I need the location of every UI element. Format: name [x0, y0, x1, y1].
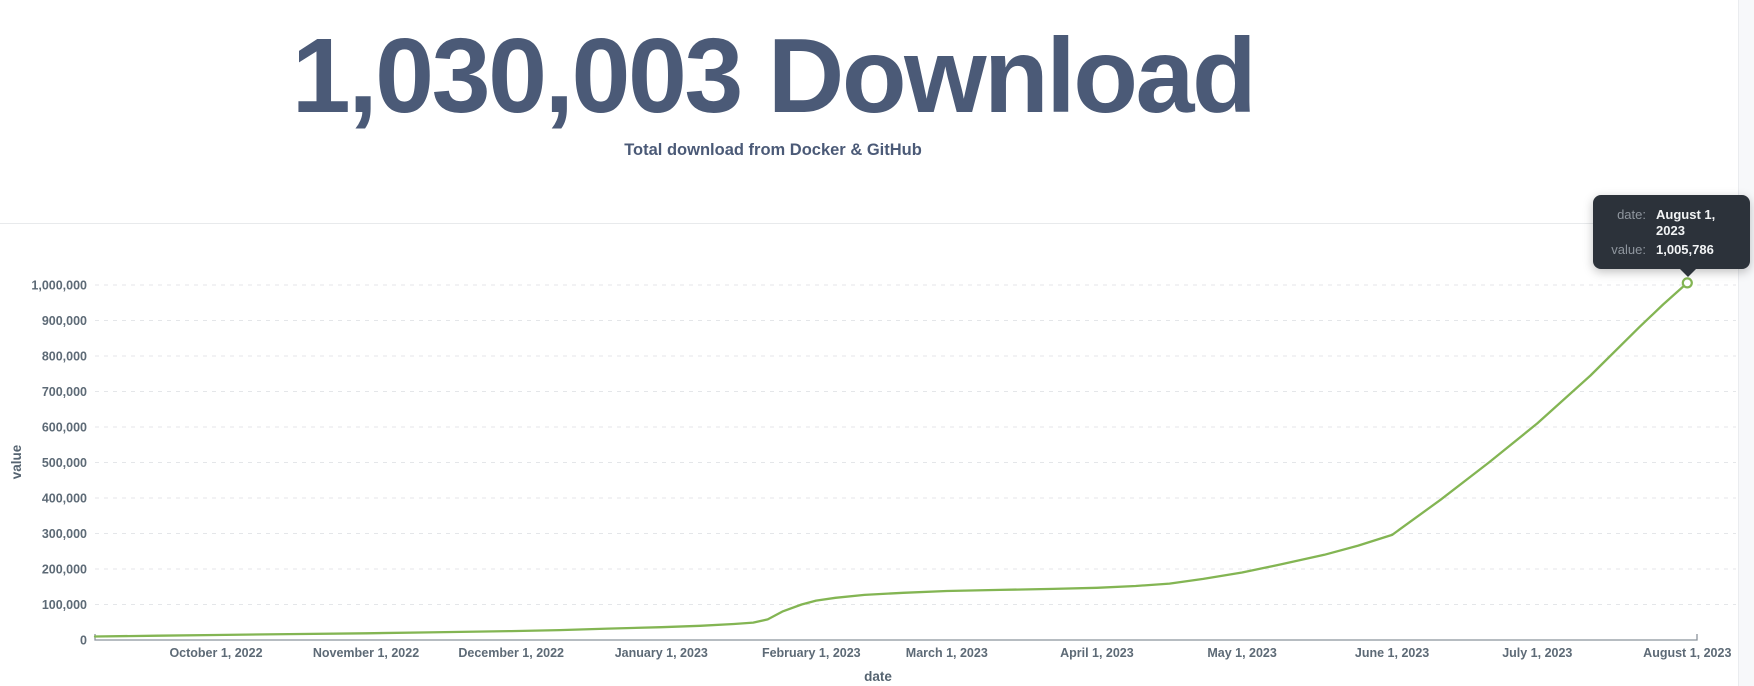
x-tick-label: February 1, 2023 — [762, 646, 861, 660]
x-tick-label: October 1, 2022 — [169, 646, 262, 660]
x-tick-label: July 1, 2023 — [1502, 646, 1572, 660]
y-tick-label: 900,000 — [42, 314, 87, 328]
tooltip-date-label: date: — [1617, 206, 1646, 222]
x-tick-label: March 1, 2023 — [906, 646, 988, 660]
y-tick-label: 1,000,000 — [31, 279, 87, 293]
header-inner: 1,030,003 Download Total download from D… — [0, 0, 1546, 160]
y-tick-label: 600,000 — [42, 421, 87, 435]
tooltip-value-value: 1,005,786 — [1656, 241, 1714, 257]
y-tick-label: 700,000 — [42, 385, 87, 399]
y-tick-label: 300,000 — [42, 527, 87, 541]
x-tick-label: November 1, 2022 — [313, 646, 419, 660]
page-title: 1,030,003 Download — [291, 17, 1257, 135]
tooltip-arrow-icon — [1679, 268, 1697, 277]
y-tick-label: 200,000 — [42, 563, 87, 577]
chart-tooltip: date: August 1, 2023 value: 1,005,786 — [1593, 195, 1750, 269]
x-axis-line — [94, 634, 1698, 641]
tooltip-value-label: value: — [1611, 241, 1646, 257]
data-point-marker[interactable] — [1681, 277, 1693, 289]
series-line[interactable] — [93, 281, 1689, 638]
x-tick-label: December 1, 2022 — [458, 646, 564, 660]
tooltip-value-row: value: 1,005,786 — [1593, 242, 1750, 258]
x-tick-label: May 1, 2023 — [1207, 646, 1277, 660]
header: 1,030,003 Download Total download from D… — [0, 0, 1754, 224]
x-tick-label: April 1, 2023 — [1060, 646, 1134, 660]
tooltip-date-row: date: August 1, 2023 — [1593, 207, 1750, 239]
y-tick-label: 400,000 — [42, 492, 87, 506]
y-axis-title: value — [9, 444, 24, 479]
page-subtitle: Total download from Docker & GitHub — [624, 140, 922, 159]
x-tick-label: June 1, 2023 — [1355, 646, 1429, 660]
y-tick-label: 500,000 — [42, 456, 87, 470]
x-tick-label: January 1, 2023 — [615, 646, 708, 660]
y-tick-label: 0 — [80, 634, 87, 648]
x-tick-label: August 1, 2023 — [1643, 646, 1731, 660]
y-tick-label: 800,000 — [42, 350, 87, 364]
x-axis-title: date — [864, 669, 892, 684]
scrollbar-track[interactable] — [1738, 0, 1754, 686]
tooltip-date-value: August 1, 2023 — [1656, 206, 1716, 238]
y-tick-label: 100,000 — [42, 598, 87, 612]
